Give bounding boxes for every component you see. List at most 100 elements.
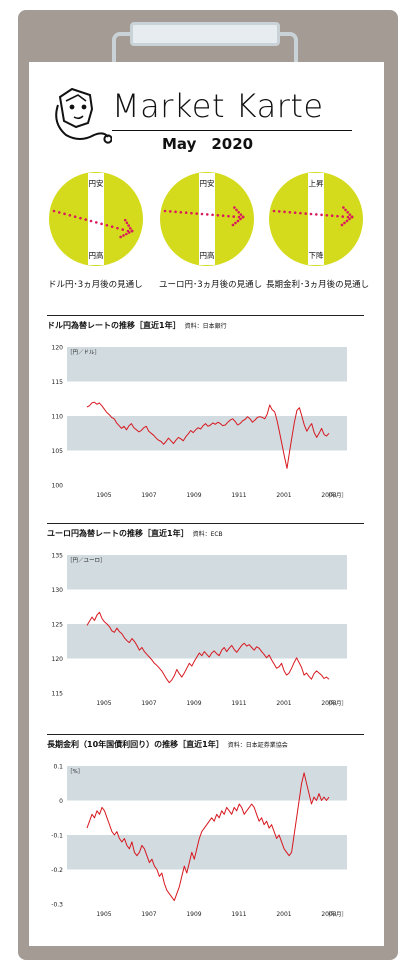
arrow-dot — [344, 208, 347, 212]
arrow-dot — [195, 212, 199, 215]
arrow-dot — [127, 231, 131, 234]
x-tick-label: 1907 — [141, 911, 156, 918]
arrow-dot — [239, 213, 243, 216]
y-tick-label: 115 — [52, 379, 64, 386]
arrow-dot — [57, 211, 61, 214]
outlook-arrow-icon — [272, 206, 354, 227]
arrow-dot — [288, 210, 292, 214]
x-tick-label: 2001 — [276, 911, 291, 918]
arrow-dot — [211, 213, 214, 217]
chart-source: 資料：日本証券業協会 — [227, 742, 288, 749]
x-tick-label: 1905 — [96, 700, 111, 707]
x-unit-label: ［年月］ — [325, 491, 347, 499]
y-tick-label: 120 — [52, 345, 64, 352]
outlook-jgb: 上昇 下降 — [268, 171, 368, 281]
outlook-bottom-label: 円高 — [200, 250, 215, 260]
unit-label: ［円／ドル］ — [67, 349, 100, 356]
series-line — [86, 401, 330, 469]
arrow-dot — [340, 223, 344, 227]
y-tick-label: 110 — [52, 414, 64, 421]
arrow-dot — [89, 219, 93, 223]
outlook-top-label: 円安 — [200, 178, 215, 188]
arrow-dot — [346, 215, 350, 219]
series-line — [86, 772, 330, 902]
x-tick-label: 2001 — [276, 492, 291, 499]
arrow-dot — [239, 217, 242, 221]
arrow-dot — [63, 212, 66, 216]
arrow-dot — [343, 221, 346, 225]
band — [67, 624, 347, 659]
arrow-dot — [336, 214, 339, 218]
arrow-dot — [125, 232, 128, 236]
band — [67, 555, 347, 590]
outlook-scale-bar — [308, 173, 324, 265]
arrow-dot — [227, 214, 230, 218]
x-tick-label: 2001 — [276, 700, 291, 707]
arrow-dot — [94, 221, 98, 224]
band — [67, 416, 347, 451]
chart-title: ユーロ円為替レートの推移［直近1年］ 資料：ECB — [47, 529, 223, 538]
y-tick-label: 105 — [52, 448, 64, 455]
chart-source: 資料：ECB — [192, 531, 223, 538]
chart-plot: 0.1 0 -0.1 -0.2 -0.3 ［%］ 1905 1907 1909 1911 2001 2… — [51, 764, 347, 918]
arrow-dot — [110, 225, 114, 229]
outlook-eurjpy: 円安 円高 — [159, 171, 259, 281]
arrow-dot — [350, 215, 354, 219]
y-tick-label: 120 — [52, 656, 64, 663]
outlook-top-label: 上昇 — [309, 179, 324, 188]
arrow-dot — [231, 223, 235, 227]
arrow-dot — [163, 209, 167, 213]
x-tick-label: 2003 — [321, 700, 336, 707]
arrow-dot — [122, 234, 125, 237]
unit-label: ［円／ユーロ］ — [67, 557, 106, 564]
arrow-dot — [68, 213, 72, 217]
x-unit-label: ［年月］ — [325, 910, 347, 918]
x-unit-label: ［年月］ — [325, 699, 347, 707]
outlook-scale-bar — [88, 173, 104, 265]
arrow-dot — [125, 221, 129, 225]
arrow-dot — [237, 215, 241, 219]
arrow-dot — [234, 221, 237, 225]
band — [67, 835, 347, 870]
arrow-dot — [277, 210, 281, 213]
y-tick-label: 0.1 — [53, 764, 63, 771]
chart-usdjpy: ドル円為替レートの推移［直近1年］ 資料：日本銀行 120 115 110 105 100… — [47, 315, 364, 507]
arrow-dot — [348, 213, 352, 216]
arrow-dot — [116, 226, 119, 230]
arrow-dot — [52, 209, 56, 213]
arrow-dot — [130, 229, 134, 233]
arrow-dot — [200, 212, 204, 216]
arrow-dot — [236, 219, 240, 223]
unit-label: ［%］ — [67, 768, 83, 775]
arrow-dot — [184, 211, 188, 215]
outlook-bottom-label: 円高 — [89, 250, 104, 260]
arrow-dot — [304, 212, 308, 215]
report-date: May 2020 — [162, 135, 254, 153]
arrow-dot — [320, 213, 323, 217]
x-tick-label: 1909 — [186, 700, 201, 707]
x-tick-label: 1909 — [186, 492, 201, 499]
x-tick-label: 1911 — [231, 911, 246, 918]
outlook-usdjpy: 円安 円高 — [48, 171, 148, 281]
chart-source: 資料：日本銀行 — [184, 323, 227, 330]
y-tick-label: 130 — [52, 587, 64, 594]
arrow-dot — [190, 211, 193, 215]
arrow-dot — [233, 206, 236, 209]
report-title: Market Karte — [112, 87, 324, 125]
arrow-dot — [299, 211, 302, 215]
arrow-dot — [168, 210, 172, 213]
arrow-dot — [205, 213, 209, 216]
y-tick-label: -0.1 — [51, 833, 63, 840]
x-tick-label: 2003 — [321, 492, 336, 499]
y-tick-label: 100 — [52, 483, 64, 490]
y-tick-label: 115 — [52, 691, 64, 698]
y-tick-label: 135 — [52, 553, 64, 560]
x-tick-label: 1905 — [96, 492, 111, 499]
arrow-dot — [272, 209, 276, 213]
title-divider — [112, 130, 352, 131]
x-tick-label: 1907 — [141, 492, 156, 499]
arrow-dot — [174, 210, 177, 214]
x-tick-label: 1911 — [231, 700, 246, 707]
outlook-caption: ユーロ円･3ヵ月後の見通し — [159, 280, 263, 290]
report-header: Market Karte May 2020 — [50, 83, 352, 163]
